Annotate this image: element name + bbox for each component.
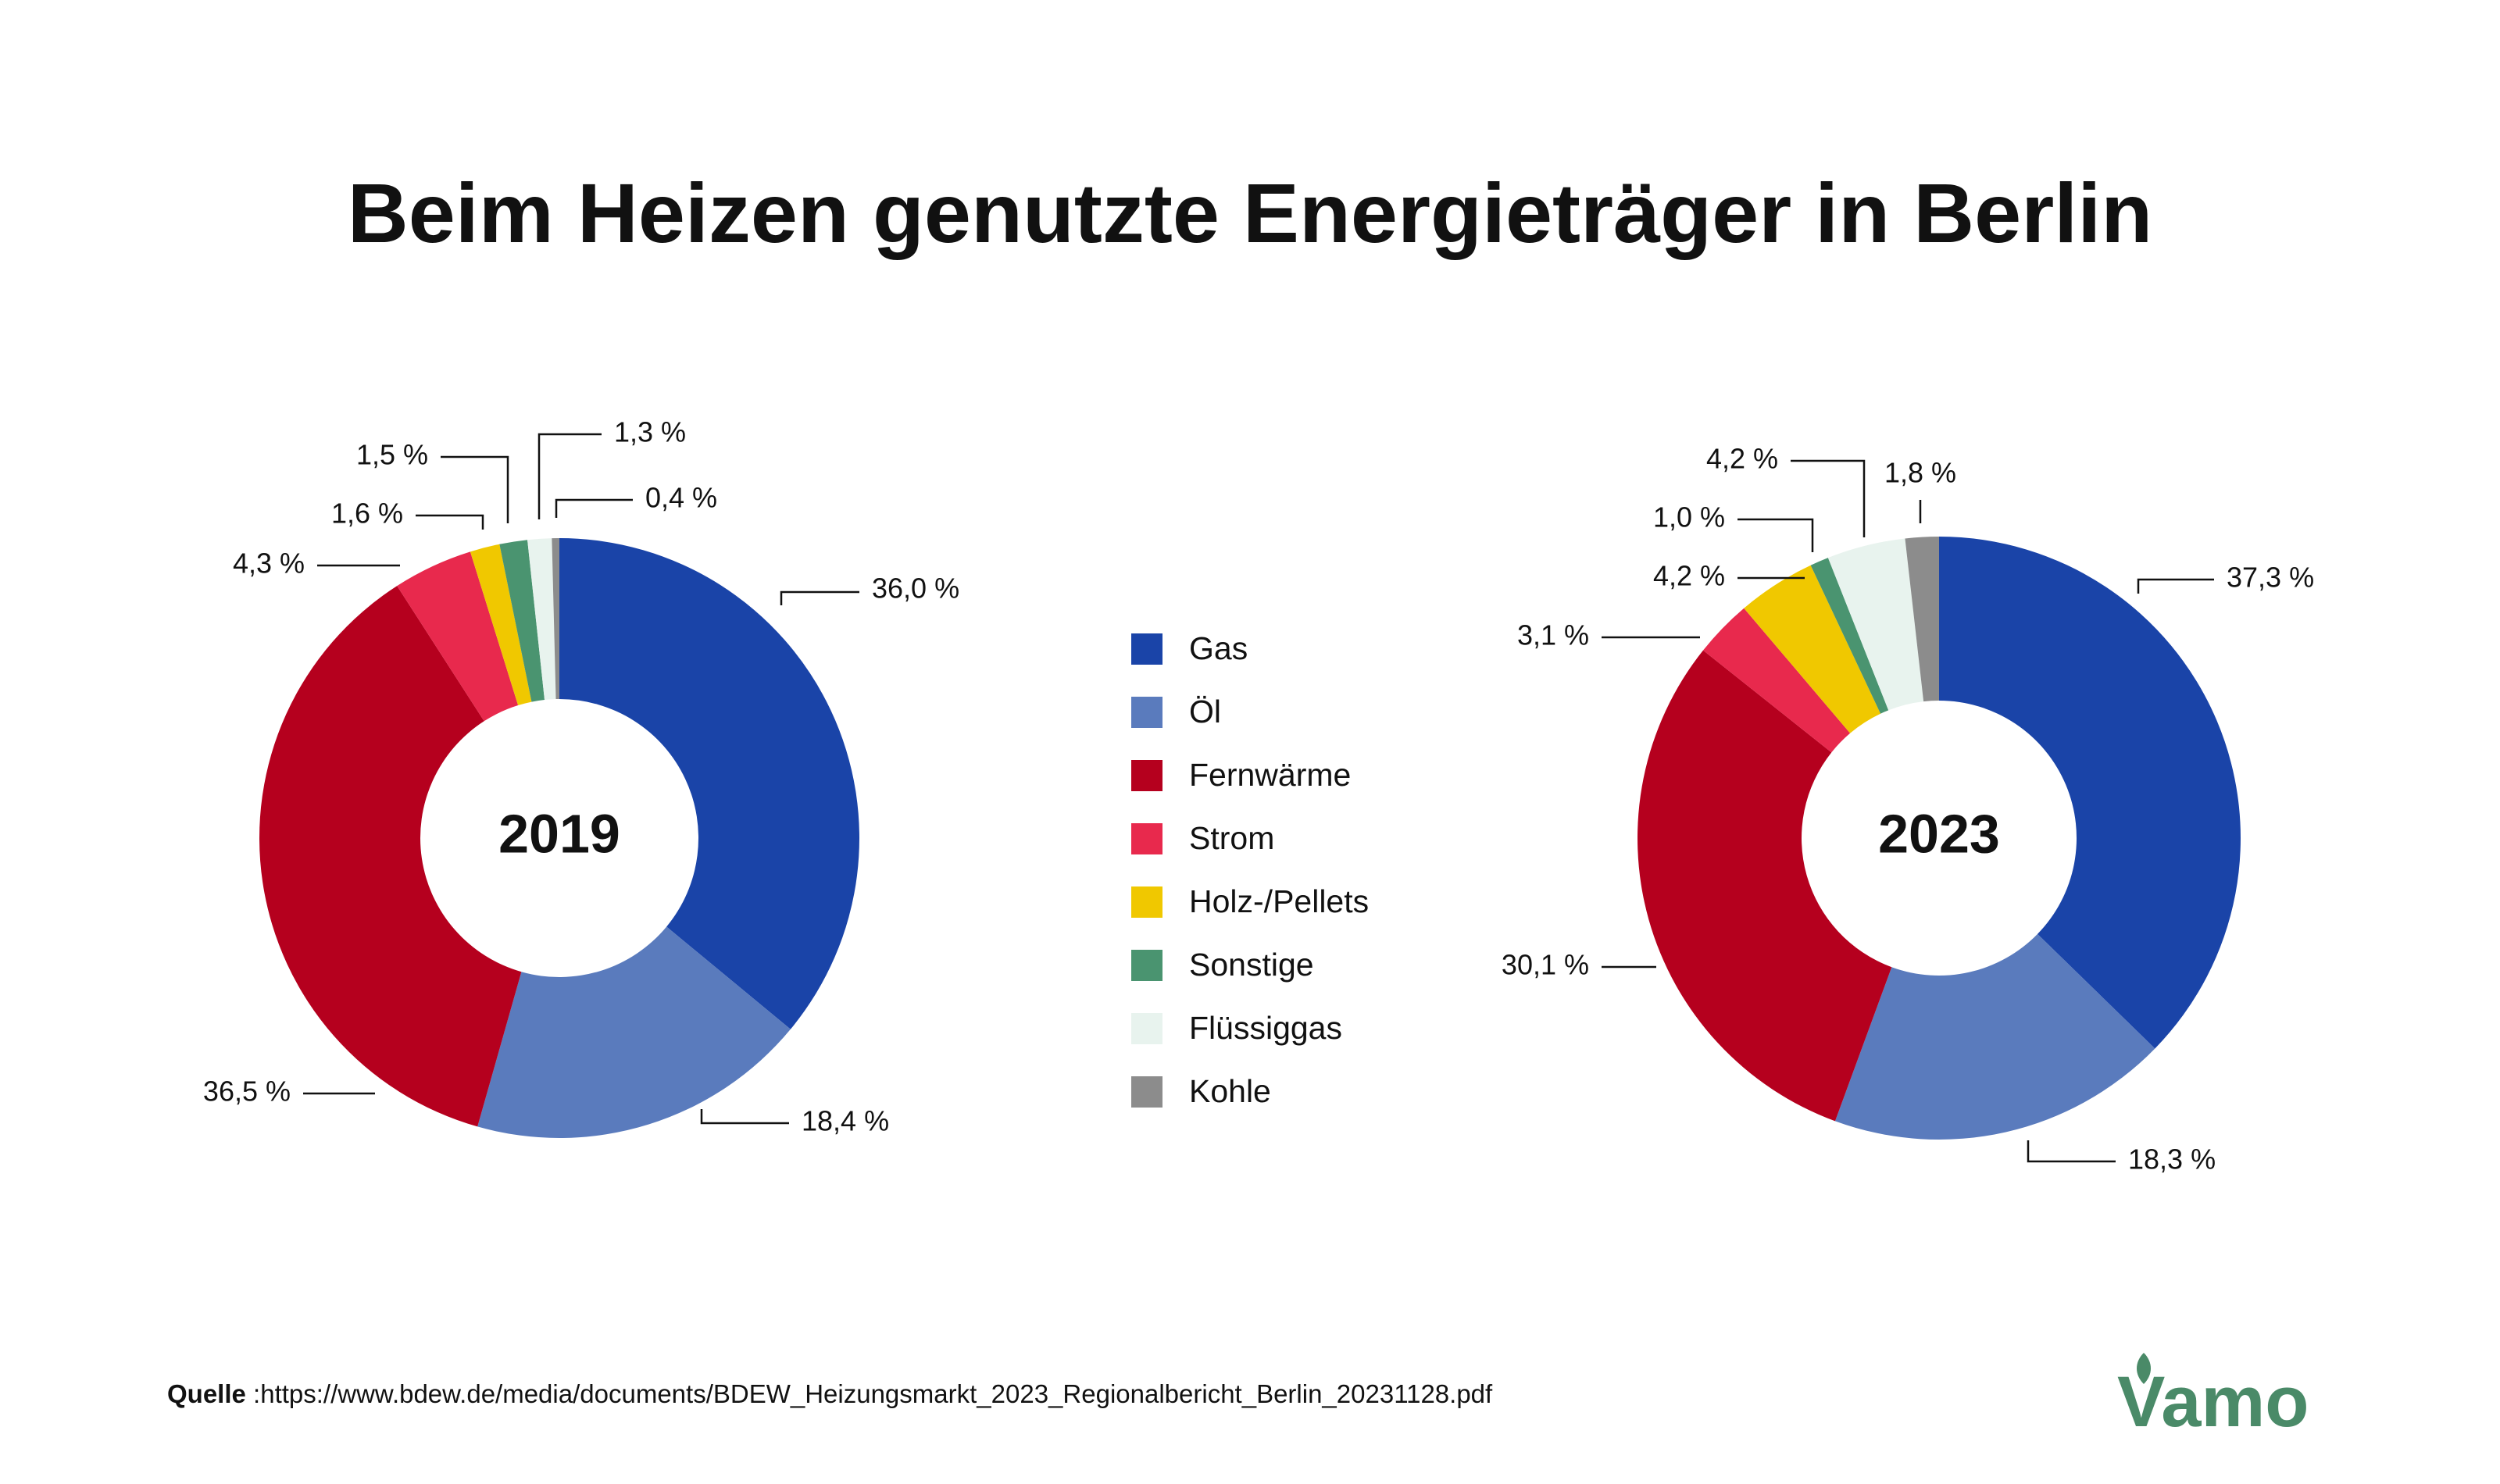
legend-item-kohle: Kohle bbox=[1131, 1060, 1369, 1123]
legend-label-kohle: Kohle bbox=[1189, 1073, 1271, 1109]
value-label-2019-fernwaerme: 36,5 % bbox=[203, 1076, 291, 1108]
legend-label-gas: Gas bbox=[1189, 630, 1248, 666]
value-label-2019-fluessiggas: 1,3 % bbox=[614, 416, 686, 448]
center-label-2019: 2019 bbox=[498, 803, 620, 864]
legend-swatch-kohle bbox=[1131, 1076, 1162, 1108]
slice-2019-fernwaerme bbox=[259, 586, 522, 1127]
legend-item-fluessiggas: Flüssiggas bbox=[1131, 997, 1369, 1060]
legend-swatch-sonstige bbox=[1131, 949, 1162, 981]
leader-line-2019-fluessiggas bbox=[538, 433, 602, 519]
leader-line-2019-kohle bbox=[555, 498, 633, 518]
vamo-logo: Vamo bbox=[2117, 1353, 2309, 1434]
legend-swatch-gas bbox=[1131, 633, 1162, 665]
value-label-2019-gas: 36,0 % bbox=[872, 573, 959, 605]
leader-line-2023-sonstige bbox=[1738, 518, 1814, 552]
legend-label-holz-pellets: Holz-/Pellets bbox=[1189, 883, 1370, 919]
value-label-2023-holz-pellets: 4,2 % bbox=[1653, 560, 1725, 592]
slice-2019-holz-pellets bbox=[470, 544, 532, 706]
legend-label-strom: Strom bbox=[1189, 820, 1275, 856]
logo-text: Vamo bbox=[2117, 1362, 2309, 1434]
slice-2023-strom bbox=[1702, 608, 1851, 753]
center-label-2023: 2023 bbox=[1878, 803, 2000, 864]
leader-line-2023-fluessiggas bbox=[1791, 459, 1866, 537]
value-label-2023-kohle: 1,8 % bbox=[1884, 457, 1956, 489]
legend-item-strom: Strom bbox=[1131, 807, 1369, 870]
value-label-2023-oel: 18,3 % bbox=[2128, 1143, 2216, 1175]
leaf-icon bbox=[2137, 1353, 2151, 1384]
leader-line-2023-gas bbox=[2137, 578, 2214, 594]
source-note: Quelle :https://www.bdew.de/media/docume… bbox=[167, 1379, 1492, 1409]
legend: Gas Öl Fernwärme Strom Holz-/Pellets Son… bbox=[1131, 617, 1369, 1123]
legend-item-holz-pellets: Holz-/Pellets bbox=[1131, 870, 1369, 933]
legend-label-sonstige: Sonstige bbox=[1189, 947, 1314, 983]
slice-2023-fluessiggas bbox=[1827, 538, 1924, 711]
slice-2019-sonstige bbox=[499, 540, 545, 702]
value-label-2019-holz-pellets: 1,6 % bbox=[331, 498, 403, 530]
legend-item-fernwaerme: Fernwärme bbox=[1131, 744, 1369, 807]
value-label-2019-sonstige: 1,5 % bbox=[356, 439, 428, 471]
value-label-2019-strom: 4,3 % bbox=[233, 548, 305, 580]
legend-swatch-oel bbox=[1131, 696, 1162, 728]
legend-label-fluessiggas: Flüssiggas bbox=[1189, 1010, 1342, 1046]
slice-2019-fluessiggas bbox=[527, 538, 556, 701]
legend-swatch-fernwaerme bbox=[1131, 759, 1162, 791]
legend-swatch-strom bbox=[1131, 822, 1162, 854]
leader-line-2023-oel bbox=[2027, 1140, 2116, 1163]
value-label-2019-kohle: 0,4 % bbox=[645, 482, 717, 514]
slice-2019-kohle bbox=[552, 538, 559, 700]
leader-line-2019-gas bbox=[780, 590, 859, 605]
legend-item-gas: Gas bbox=[1131, 617, 1369, 680]
legend-swatch-fluessiggas bbox=[1131, 1012, 1162, 1044]
slice-2023-holz-pellets bbox=[1744, 565, 1881, 733]
slice-2019-gas bbox=[559, 538, 859, 1029]
legend-item-sonstige: Sonstige bbox=[1131, 933, 1369, 997]
value-label-2023-fluessiggas: 4,2 % bbox=[1706, 443, 1778, 475]
legend-label-fernwaerme: Fernwärme bbox=[1189, 757, 1352, 793]
value-label-2023-gas: 37,3 % bbox=[2227, 562, 2314, 594]
slice-2023-gas bbox=[1939, 536, 2241, 1049]
leader-line-2019-sonstige bbox=[441, 455, 509, 523]
leader-line-2019-holz-pellets bbox=[416, 514, 484, 530]
legend-item-oel: Öl bbox=[1131, 680, 1369, 744]
legend-label-oel: Öl bbox=[1189, 694, 1221, 730]
slice-2023-kohle bbox=[1905, 537, 1939, 702]
value-label-2019-oel: 18,4 % bbox=[802, 1105, 889, 1137]
slice-2019-oel bbox=[477, 926, 791, 1138]
donut-2023: 37,3 % 18,3 % 30,1 % 3,1 % 4,2 % 1,0 % 4,2 % 1,… bbox=[1502, 443, 2314, 1175]
donut-2019: 36,0 % 18,4 % 36,5 % 4,3 % 1,6 % 1,5 % 1,3 % 0,… bbox=[203, 416, 959, 1138]
value-label-2023-sonstige: 1,0 % bbox=[1653, 501, 1725, 533]
value-label-2023-fernwaerme: 30,1 % bbox=[1502, 949, 1589, 981]
chart-title: Beim Heizen genutzte Energieträger in Be… bbox=[347, 166, 2153, 260]
legend-swatch-holz-pellets bbox=[1131, 886, 1162, 918]
source-url: :https://www.bdew.de/media/documents/BDE… bbox=[253, 1379, 1493, 1408]
slice-2019-strom bbox=[397, 551, 519, 722]
leader-line-2019-oel bbox=[700, 1109, 789, 1125]
source-label: Quelle bbox=[167, 1379, 246, 1408]
slice-2023-fernwaerme bbox=[1638, 650, 1892, 1122]
value-label-2023-strom: 3,1 % bbox=[1517, 619, 1589, 651]
slice-2023-oel bbox=[1834, 933, 2155, 1140]
slice-2023-sonstige bbox=[1810, 558, 1889, 714]
